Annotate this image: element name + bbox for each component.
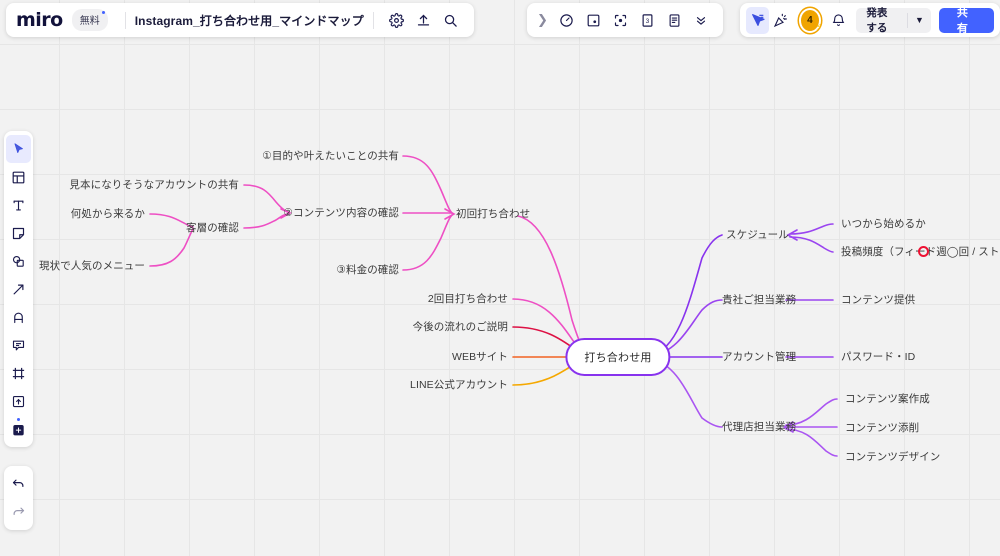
history-toolbar	[4, 466, 33, 530]
chevron-double-down-icon[interactable]	[688, 7, 715, 34]
arrow-tool-icon[interactable]	[6, 275, 31, 303]
notification-dot	[17, 418, 20, 421]
plan-badge[interactable]: 無料	[71, 9, 108, 31]
mindmap-node[interactable]: ③料金の確認	[336, 263, 399, 276]
divider	[124, 11, 126, 29]
mindmap-node[interactable]: アカウント管理	[722, 350, 797, 363]
divider	[907, 12, 908, 28]
left-toolbar	[4, 131, 33, 447]
present-button-label: 発表する	[866, 7, 888, 34]
bell-icon[interactable]	[827, 7, 850, 34]
header-left-group: miro 無料 Instagram_打ち合わせ用_マインドマップ	[6, 3, 474, 37]
comment-tool-icon[interactable]	[6, 331, 31, 359]
miro-logo[interactable]: miro	[16, 9, 63, 31]
mindmap-node[interactable]: コンテンツ案作成	[845, 392, 930, 405]
frame-tool-icon[interactable]	[6, 359, 31, 387]
mindmap-node[interactable]: コンテンツ添削	[845, 421, 920, 434]
search-icon[interactable]	[437, 7, 464, 34]
mindmap-node[interactable]: ①目的や叶えたいことの共有	[262, 149, 399, 162]
mindmap-node[interactable]: コンテンツ提供	[841, 293, 916, 306]
present-button[interactable]: 発表する ▼	[856, 7, 931, 34]
plan-badge-label: 無料	[79, 16, 100, 27]
celebrate-icon[interactable]	[769, 7, 792, 34]
chevron-down-icon[interactable]: ▼	[915, 15, 924, 25]
pen-tool-icon[interactable]	[6, 303, 31, 331]
red-circle-highlight	[918, 246, 929, 257]
mindmap-node[interactable]: ②コンテンツ内容の確認	[283, 206, 399, 219]
board-title[interactable]: Instagram_打ち合わせ用_マインドマップ	[134, 13, 364, 28]
upload-icon[interactable]	[410, 7, 437, 34]
share-button[interactable]: 共有	[938, 7, 994, 35]
svg-text:3: 3	[646, 18, 650, 25]
mindmap-node[interactable]: パスワード・ID	[841, 350, 916, 363]
mindmap-node[interactable]: LINE公式アカウント	[410, 378, 508, 391]
spark-icon: ⚡	[815, 21, 823, 32]
cursor-share-icon[interactable]	[746, 6, 770, 34]
undo-button[interactable]	[6, 470, 31, 498]
frame-icon[interactable]	[580, 7, 607, 34]
sticky-note-tool-icon[interactable]	[6, 219, 31, 247]
redo-button[interactable]	[6, 498, 31, 526]
mindmap-node[interactable]: いつから始めるか	[841, 217, 926, 230]
mindmap-node[interactable]: スケジュール	[726, 228, 789, 241]
chevron-right-icon[interactable]: ❯	[537, 12, 548, 27]
mindmap-node[interactable]: 客層の確認	[186, 221, 239, 234]
select-tool-icon[interactable]	[6, 135, 31, 163]
mindmap-node[interactable]: 2回目打ち合わせ	[427, 292, 508, 305]
mindmap-node[interactable]: 貴社ご担当業務	[722, 293, 797, 306]
avatar-initial: 4	[807, 14, 813, 26]
header-tools-group: ❯	[527, 3, 723, 37]
top-header: miro 無料 Instagram_打ち合わせ用_マインドマップ	[0, 0, 1000, 40]
upload-tool-icon[interactable]	[6, 387, 31, 415]
mindmap-root-node[interactable]: 打ち合わせ用	[565, 338, 671, 376]
mindmap-node[interactable]: 見本になりそうなアカウントの共有	[69, 178, 239, 191]
divider	[372, 11, 374, 29]
mindmap-node[interactable]: 初回打ち合わせ	[456, 207, 531, 220]
timer-icon[interactable]	[553, 7, 580, 34]
mindmap-node[interactable]: 代理店担当業務	[722, 420, 797, 433]
shapes-tool-icon[interactable]	[6, 247, 31, 275]
text-tool-icon[interactable]	[6, 191, 31, 219]
focus-icon[interactable]	[607, 7, 634, 34]
avatar[interactable]: 4 ⚡	[798, 7, 823, 33]
card-3-icon[interactable]: 3	[634, 7, 661, 34]
mindmap-node[interactable]: 何処から来るか	[70, 207, 145, 220]
plan-badge-dot	[101, 11, 105, 14]
more-apps-tool-icon[interactable]	[6, 415, 31, 443]
mindmap-node[interactable]: 現状で人気のメニュー	[39, 259, 145, 272]
header-right-group: 4 ⚡ 発表する ▼ 共有	[740, 3, 1000, 37]
mindmap-node[interactable]: WEBサイト	[451, 350, 508, 363]
mindmap-node[interactable]: コンテンツデザイン	[845, 450, 941, 463]
notes-icon[interactable]	[661, 7, 688, 34]
gear-icon[interactable]	[383, 7, 410, 34]
template-tool-icon[interactable]	[6, 163, 31, 191]
mindmap-node[interactable]: 今後の流れのご説明	[412, 320, 508, 333]
